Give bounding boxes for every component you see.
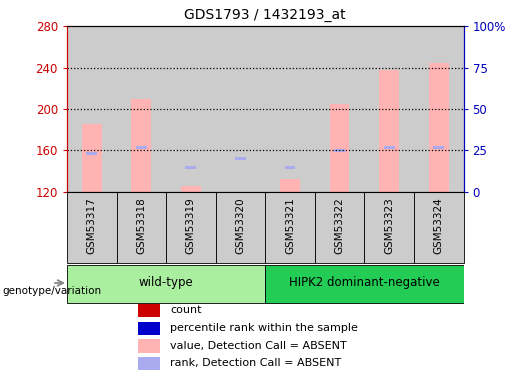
Bar <box>216 192 265 262</box>
Text: GSM53322: GSM53322 <box>335 197 345 254</box>
Bar <box>166 26 216 192</box>
Bar <box>131 99 151 192</box>
Text: wild-type: wild-type <box>139 276 194 290</box>
Bar <box>139 339 160 353</box>
Bar <box>280 179 300 192</box>
Bar <box>185 166 196 170</box>
Bar <box>166 192 216 262</box>
Bar <box>139 322 160 335</box>
Bar <box>330 104 350 192</box>
Bar <box>87 152 97 155</box>
Bar <box>116 192 166 262</box>
Bar <box>139 304 160 317</box>
Bar <box>433 146 444 149</box>
Bar <box>82 124 101 192</box>
Text: rank, Detection Call = ABSENT: rank, Detection Call = ABSENT <box>170 358 341 368</box>
Bar <box>429 63 449 192</box>
Bar <box>235 157 246 160</box>
Bar <box>379 70 399 192</box>
Text: GSM53321: GSM53321 <box>285 197 295 254</box>
Text: GSM53318: GSM53318 <box>136 197 146 254</box>
Title: GDS1793 / 1432193_at: GDS1793 / 1432193_at <box>184 9 346 22</box>
Text: GSM53324: GSM53324 <box>434 197 444 254</box>
Bar <box>265 265 464 303</box>
Bar <box>265 26 315 192</box>
Bar <box>285 166 296 170</box>
Text: GSM53319: GSM53319 <box>186 197 196 254</box>
Bar <box>365 26 414 192</box>
Bar <box>181 186 201 192</box>
Text: count: count <box>170 305 201 315</box>
Bar <box>414 192 464 262</box>
Bar <box>136 146 147 149</box>
Text: GSM53320: GSM53320 <box>235 197 246 254</box>
Bar <box>67 265 265 303</box>
Bar <box>139 357 160 370</box>
Bar <box>265 192 315 262</box>
Text: HIPK2 dominant-negative: HIPK2 dominant-negative <box>289 276 440 290</box>
Text: GSM53317: GSM53317 <box>87 197 97 254</box>
Text: value, Detection Call = ABSENT: value, Detection Call = ABSENT <box>170 341 347 351</box>
Bar <box>67 26 116 192</box>
Bar <box>315 26 365 192</box>
Bar <box>384 146 394 149</box>
Bar <box>216 26 265 192</box>
Text: GSM53323: GSM53323 <box>384 197 394 254</box>
Bar <box>414 26 464 192</box>
Bar <box>67 192 116 262</box>
Text: percentile rank within the sample: percentile rank within the sample <box>170 323 358 333</box>
Bar <box>334 149 345 152</box>
Bar <box>315 192 365 262</box>
Text: genotype/variation: genotype/variation <box>3 286 101 296</box>
Bar <box>116 26 166 192</box>
Bar <box>365 192 414 262</box>
